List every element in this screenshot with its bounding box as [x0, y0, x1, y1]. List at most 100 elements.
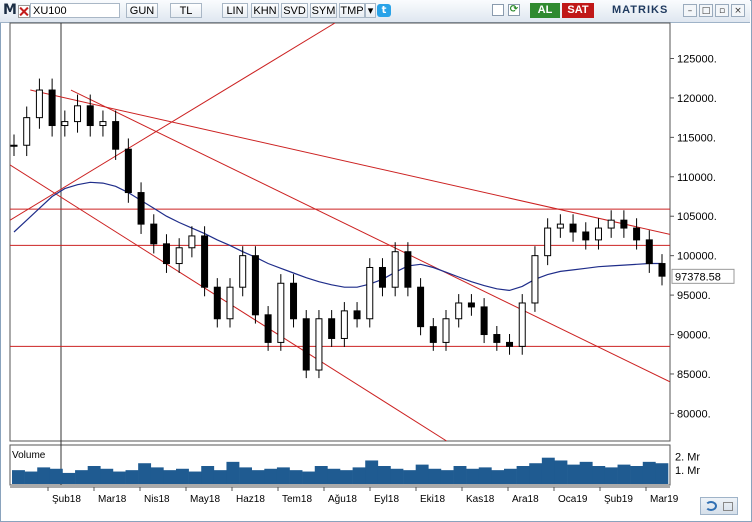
price-candle-body	[226, 286, 234, 320]
volume-panel-frame	[9, 444, 671, 486]
y-tick-label: 85000.	[677, 369, 711, 381]
volume-bar	[49, 468, 63, 484]
volume-bar	[352, 467, 366, 484]
price-candle-body	[658, 263, 666, 277]
refresh-icon[interactable]: ⟳	[508, 4, 520, 16]
y-tick-label: 125000.	[677, 53, 717, 65]
volume-bar	[276, 467, 290, 484]
volume-bar	[201, 466, 215, 484]
volume-bar	[112, 471, 126, 484]
volume-bar	[579, 461, 593, 484]
last-value-label: 97378.58	[675, 271, 721, 283]
x-tick-label: Nis18	[144, 494, 170, 505]
scale-button[interactable]: LIN	[222, 3, 248, 18]
sell-button[interactable]: SAT	[562, 3, 594, 18]
trend-line	[30, 89, 670, 235]
symbol-input[interactable]: XU100	[30, 3, 120, 18]
x-tick-label: Eki18	[420, 494, 445, 505]
toolbar: M XU100 GUN TL LIN KHN SVD SYM TMP ▾ t ⟳…	[0, 0, 750, 23]
volume-bar	[478, 467, 492, 484]
x-tick-label: Oca19	[558, 494, 588, 505]
price-candle-body	[417, 286, 425, 328]
volume-bar	[403, 470, 416, 484]
close-icon[interactable]: ×	[731, 4, 745, 17]
volume-bar	[377, 466, 391, 484]
price-candle-body	[23, 117, 31, 146]
buy-button[interactable]: AL	[530, 3, 560, 18]
price-candle-body	[48, 89, 56, 127]
volume-bar	[24, 471, 38, 484]
price-candle-body	[264, 314, 272, 343]
x-tick-label: Haz18	[236, 494, 265, 505]
volume-tick-label: 1. Mr	[675, 465, 700, 477]
price-candle-body	[607, 219, 615, 229]
price-candle-body	[429, 326, 437, 343]
price-candle-body	[620, 219, 628, 229]
x-tick-label: Ağu18	[328, 494, 357, 505]
clear-symbol-icon[interactable]	[18, 5, 30, 18]
volume-bar	[617, 464, 631, 484]
price-candle-body	[531, 255, 539, 304]
price-candle-body	[594, 227, 602, 241]
maximize-icon[interactable]: □	[699, 4, 713, 17]
volume-bar	[150, 467, 164, 484]
volume-bar	[289, 470, 303, 484]
price-candle-body	[353, 310, 361, 320]
price-candle-body	[124, 148, 132, 194]
volume-bar	[453, 466, 467, 484]
volume-bar	[327, 468, 341, 484]
volume-bar	[365, 460, 379, 484]
twitter-icon[interactable]: t	[377, 4, 391, 17]
price-candle-body	[544, 227, 552, 257]
volume-bar	[138, 463, 152, 484]
y-tick-label: 80000.	[677, 408, 711, 420]
window-icon	[723, 502, 733, 511]
volume-bar	[516, 466, 530, 484]
volume-bar	[188, 471, 202, 484]
price-candle-body	[290, 282, 298, 320]
currency-button[interactable]: TL	[170, 3, 202, 18]
svd-button[interactable]: SVD	[281, 3, 308, 18]
volume-bar	[226, 461, 240, 484]
price-candle-body	[467, 302, 475, 308]
price-candle-body	[188, 235, 196, 249]
price-candle-body	[556, 223, 564, 229]
volume-bar	[630, 466, 644, 484]
chart-settings-button[interactable]	[700, 497, 738, 515]
price-candle-body	[455, 302, 463, 320]
price-candle-body	[366, 266, 374, 320]
volume-bar	[213, 470, 227, 484]
template-button[interactable]: TMP	[339, 3, 365, 18]
x-tick-label: Mar18	[98, 494, 127, 505]
volume-bar	[302, 471, 316, 484]
volume-bar	[239, 467, 252, 484]
price-candle-body	[302, 318, 310, 371]
period-button[interactable]: GUN	[126, 3, 158, 18]
volume-bar	[642, 461, 656, 484]
template-dropdown-icon[interactable]: ▾	[365, 3, 376, 18]
restore-icon[interactable]: ▫	[715, 4, 729, 17]
price-candle-body	[213, 286, 221, 320]
minimize-icon[interactable]: –	[683, 4, 697, 17]
app-m-icon[interactable]: M	[3, 2, 17, 18]
price-candle-body	[175, 247, 183, 265]
price-candle-body	[645, 239, 653, 265]
price-candle-body	[315, 318, 323, 371]
volume-bar	[390, 468, 404, 484]
sync-icon	[705, 501, 717, 511]
price-candle-body	[493, 334, 501, 343]
price-candle-body	[137, 192, 145, 225]
x-tick-label: Tem18	[282, 494, 312, 505]
volume-bar	[466, 468, 480, 484]
sym-button[interactable]: SYM	[310, 3, 337, 18]
volume-bar	[125, 470, 139, 484]
khn-button[interactable]: KHN	[251, 3, 279, 18]
volume-label: Volume	[12, 450, 46, 461]
volume-bar	[62, 472, 76, 484]
y-tick-label: 120000.	[677, 93, 717, 105]
price-candle-body	[99, 121, 107, 127]
volume-bar	[12, 470, 25, 484]
document-icon[interactable]	[492, 4, 504, 16]
price-candle-body	[86, 105, 94, 127]
price-candle-body	[480, 306, 488, 336]
